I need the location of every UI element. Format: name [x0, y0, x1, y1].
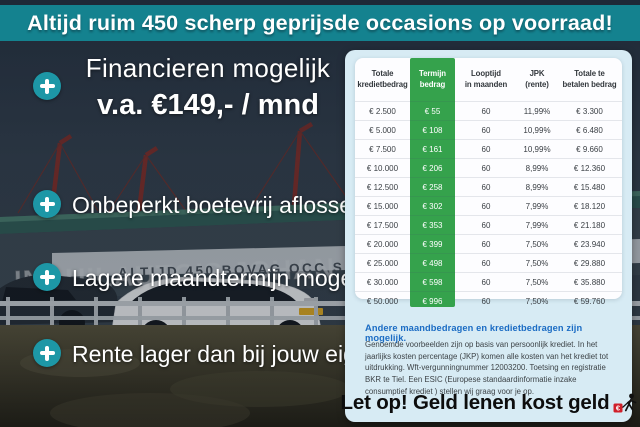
- cell-kredietbedrag: € 50.000: [366, 296, 399, 306]
- cell-totaal: € 29.880: [573, 258, 606, 268]
- table-header-cell: Totale kredietbedrag: [357, 68, 408, 89]
- plus-icon: [33, 263, 61, 291]
- top-edge-strip: [0, 0, 640, 5]
- cell-kredietbedrag: € 30.000: [366, 277, 399, 287]
- table-row: € 17.500 € 353 60 7,99% € 21.180: [355, 215, 622, 234]
- cell-totaal: € 59.760: [573, 296, 606, 306]
- geld-lenen-kost-geld-icon: €: [613, 393, 637, 412]
- cell-kredietbedrag: € 25.000: [366, 258, 399, 268]
- table-body: € 2.500 € 55 60 11,99% € 3.300 € 5.000 €…: [355, 101, 622, 310]
- cell-kredietbedrag: € 15.000: [366, 201, 399, 211]
- cell-termijnbedrag: € 108: [422, 125, 443, 135]
- table-header-cell: Looptijd in maanden: [464, 68, 508, 89]
- cell-rente: 11,99%: [523, 106, 551, 116]
- table-row: € 2.500 € 55 60 11,99% € 3.300: [355, 101, 622, 120]
- table-row: € 30.000 € 598 60 7,50% € 35.880: [355, 272, 622, 291]
- bullet-maandtermijn: Lagere maandtermijn mogelijk: [72, 265, 381, 291]
- cell-kredietbedrag: € 10.000: [366, 163, 399, 173]
- plus-icon: [33, 72, 61, 100]
- cell-kredietbedrag: € 5.000: [369, 125, 396, 135]
- cell-termijnbedrag: € 55: [424, 106, 441, 116]
- cell-termijnbedrag: € 161: [422, 144, 443, 154]
- table-row: € 50.000 € 996 60 7,50% € 59.760: [355, 291, 622, 310]
- credit-warning: Let op! Geld lenen kost geld €: [341, 390, 637, 416]
- plus-icon: [33, 339, 61, 367]
- cell-looptijd: 60: [481, 144, 491, 154]
- cell-rente: 7,50%: [525, 239, 549, 249]
- table-header-cell: JPK (rente): [525, 68, 549, 89]
- table-row: € 25.000 € 498 60 7,50% € 29.880: [355, 253, 622, 272]
- cell-rente: 7,99%: [525, 220, 549, 230]
- cell-looptijd: 60: [481, 220, 491, 230]
- note-heading: Andere maandbedragen en kredietbedragen …: [365, 323, 583, 343]
- cell-rente: 8,99%: [525, 163, 549, 173]
- table-row: € 10.000 € 206 60 8,99% € 12.360: [355, 158, 622, 177]
- license-plate: [299, 308, 323, 315]
- table-row: € 5.000 € 108 60 10,99% € 6.480: [355, 120, 622, 139]
- plus-icon: [33, 190, 61, 218]
- table-header-row: Totale kredietbedrag Termijn bedrag Loopti…: [355, 58, 622, 101]
- cell-termijnbedrag: € 206: [422, 163, 443, 173]
- table-row: € 7.500 € 161 60 10,99% € 9.660: [355, 139, 622, 158]
- cell-totaal: € 21.180: [573, 220, 606, 230]
- finance-table-card: Totale kredietbedrag Termijn bedrag Loopti…: [355, 58, 622, 307]
- headline-banner: Altijd ruim 450 scherp geprijsde occasio…: [0, 5, 640, 41]
- cell-termijnbedrag: € 498: [422, 258, 443, 268]
- cell-totaal: € 15.480: [573, 182, 606, 192]
- cell-looptijd: 60: [481, 258, 491, 268]
- cell-looptijd: 60: [481, 296, 491, 306]
- hero-line1: Financieren mogelijk: [85, 53, 331, 83]
- cell-kredietbedrag: € 12.500: [366, 182, 399, 192]
- cell-totaal: € 23.940: [573, 239, 606, 249]
- table-header-cell: Totale te betalen bedrag: [562, 68, 617, 89]
- cell-kredietbedrag: € 7.500: [369, 144, 396, 154]
- table-row: € 12.500 € 258 60 8,99% € 15.480: [355, 177, 622, 196]
- cell-termijnbedrag: € 399: [422, 239, 443, 249]
- cell-kredietbedrag: € 20.000: [366, 239, 399, 249]
- cell-kredietbedrag: € 17.500: [366, 220, 399, 230]
- table-row: € 20.000 € 399 60 7,50% € 23.940: [355, 234, 622, 253]
- cell-rente: 7,50%: [525, 258, 549, 268]
- cell-kredietbedrag: € 2.500: [369, 106, 396, 116]
- table-row: € 15.000 € 302 60 7,99% € 18.120: [355, 196, 622, 215]
- cell-rente: 10,99%: [523, 144, 551, 154]
- cell-termijnbedrag: € 996: [422, 296, 443, 306]
- cell-rente: 7,99%: [525, 201, 549, 211]
- cell-looptijd: 60: [481, 106, 491, 116]
- cell-looptijd: 60: [481, 125, 491, 135]
- cell-rente: 8,99%: [525, 182, 549, 192]
- headline-text: Altijd ruim 450 scherp geprijsde occasio…: [27, 10, 613, 35]
- cell-termijnbedrag: € 353: [422, 220, 443, 230]
- cell-totaal: € 18.120: [573, 201, 606, 211]
- cell-looptijd: 60: [481, 201, 491, 211]
- finance-panel: Totale kredietbedrag Termijn bedrag Loopti…: [341, 50, 637, 422]
- svg-text:€: €: [616, 403, 621, 412]
- bullet-boetevrij: Onbeperkt boetevrij aflossen: [72, 192, 365, 218]
- table-header-cell: Termijn bedrag: [419, 68, 446, 89]
- cell-looptijd: 60: [481, 163, 491, 173]
- note-body: Genoemde voorbeelden zijn op basis van p…: [365, 340, 609, 396]
- cell-termijnbedrag: € 598: [422, 277, 443, 287]
- credit-warning-text: Let op! Geld lenen kost geld: [340, 391, 610, 414]
- cell-termijnbedrag: € 302: [422, 201, 443, 211]
- cell-looptijd: 60: [481, 239, 491, 249]
- cell-totaal: € 12.360: [573, 163, 606, 173]
- cell-looptijd: 60: [481, 182, 491, 192]
- cell-totaal: € 9.660: [576, 144, 603, 154]
- cell-totaal: € 3.300: [576, 106, 603, 116]
- hero-line2: v.a. €149,- / mnd: [97, 89, 319, 121]
- cell-looptijd: 60: [481, 277, 491, 287]
- cell-rente: 7,50%: [525, 296, 549, 306]
- hero-block: Financieren mogelijk v.a. €149,- / mnd: [62, 53, 354, 122]
- cell-termijnbedrag: € 258: [422, 182, 443, 192]
- cell-rente: 10,99%: [523, 125, 551, 135]
- cell-rente: 7,50%: [525, 277, 549, 287]
- cell-totaal: € 35.880: [573, 277, 606, 287]
- cell-totaal: € 6.480: [576, 125, 603, 135]
